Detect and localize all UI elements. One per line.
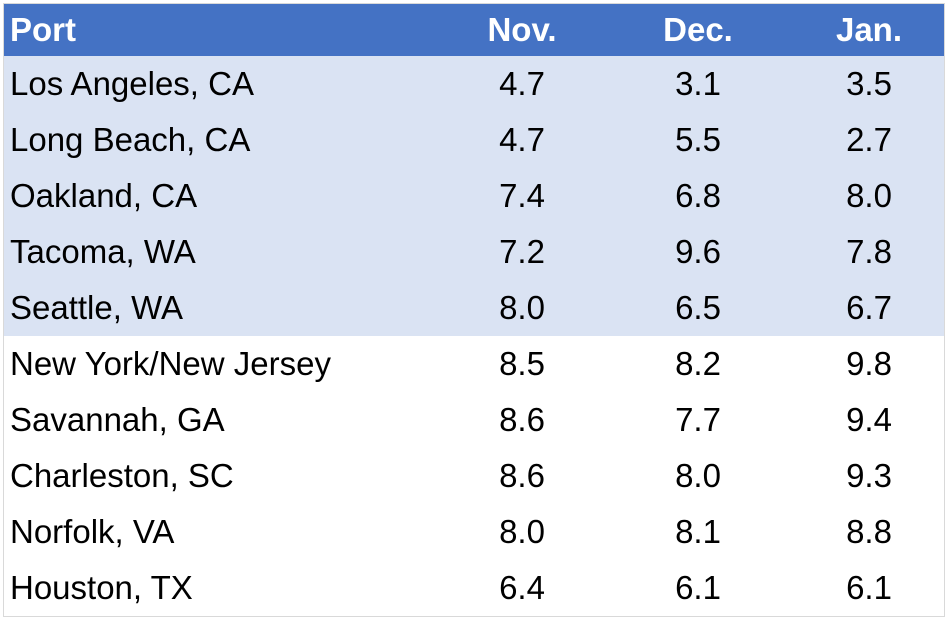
jan-value-cell: 6.7 (846, 289, 892, 326)
port-name-cell: Charleston, SC (10, 457, 234, 494)
dec-value-cell: 3.1 (675, 65, 721, 102)
jan-value-cell: 2.7 (846, 121, 892, 158)
column-header-nov: Nov. (487, 11, 557, 48)
jan-value-cell: 3.5 (846, 65, 892, 102)
table-row: Long Beach, CA 4.7 5.5 2.7 (4, 112, 944, 168)
jan-value-cell: 7.8 (846, 233, 892, 270)
nov-value-cell: 8.0 (499, 513, 545, 550)
table-row: Seattle, WA 8.0 6.5 6.7 (4, 280, 944, 336)
nov-value-cell: 6.4 (499, 569, 545, 606)
jan-value-cell: 8.0 (846, 177, 892, 214)
port-data-table: Port Nov. Dec. Jan. Los Angeles, CA 4.7 … (4, 4, 944, 616)
column-header-port: Port (10, 11, 76, 48)
nov-value-cell: 4.7 (499, 65, 545, 102)
nov-value-cell: 7.4 (499, 177, 545, 214)
dec-value-cell: 6.1 (675, 569, 721, 606)
nov-value-cell: 8.5 (499, 345, 545, 382)
port-name-cell: Long Beach, CA (10, 121, 251, 158)
header-row: Port Nov. Dec. Jan. (4, 4, 944, 56)
port-name-cell: Tacoma, WA (10, 233, 196, 270)
port-name-cell: Norfolk, VA (10, 513, 175, 550)
jan-value-cell: 8.8 (846, 513, 892, 550)
port-name-cell: New York/New Jersey (10, 345, 331, 382)
port-data-table-container: Port Nov. Dec. Jan. Los Angeles, CA 4.7 … (3, 3, 945, 617)
dec-value-cell: 8.1 (675, 513, 721, 550)
table-row: Oakland, CA 7.4 6.8 8.0 (4, 168, 944, 224)
port-name-cell: Houston, TX (10, 569, 193, 606)
port-name-cell: Los Angeles, CA (10, 65, 254, 102)
nov-value-cell: 4.7 (499, 121, 545, 158)
jan-value-cell: 9.8 (846, 345, 892, 382)
nov-value-cell: 8.6 (499, 457, 545, 494)
table-header: Port Nov. Dec. Jan. (4, 4, 944, 56)
dec-value-cell: 6.8 (675, 177, 721, 214)
table-row: Tacoma, WA 7.2 9.6 7.8 (4, 224, 944, 280)
port-name-cell: Seattle, WA (10, 289, 184, 326)
port-name-cell: Oakland, CA (10, 177, 198, 214)
port-name-cell: Savannah, GA (10, 401, 225, 438)
table-row: Norfolk, VA 8.0 8.1 8.8 (4, 504, 944, 560)
table-row: New York/New Jersey 8.5 8.2 9.8 (4, 336, 944, 392)
column-header-jan: Jan. (835, 11, 903, 48)
nov-value-cell: 8.0 (499, 289, 545, 326)
nov-value-cell: 7.2 (499, 233, 545, 270)
table-row: Charleston, SC 8.6 8.0 9.3 (4, 448, 944, 504)
table-row: Los Angeles, CA 4.7 3.1 3.5 (4, 56, 944, 112)
dec-value-cell: 8.2 (675, 345, 721, 382)
dec-value-cell: 6.5 (675, 289, 721, 326)
jan-value-cell: 9.3 (846, 457, 892, 494)
jan-value-cell: 6.1 (846, 569, 892, 606)
dec-value-cell: 5.5 (675, 121, 721, 158)
table-row: Houston, TX 6.4 6.1 6.1 (4, 560, 944, 616)
column-header-dec: Dec. (663, 11, 733, 48)
dec-value-cell: 9.6 (675, 233, 721, 270)
dec-value-cell: 7.7 (675, 401, 721, 438)
jan-value-cell: 9.4 (846, 401, 892, 438)
dec-value-cell: 8.0 (675, 457, 721, 494)
table-row: Savannah, GA 8.6 7.7 9.4 (4, 392, 944, 448)
nov-value-cell: 8.6 (499, 401, 545, 438)
table-body: Los Angeles, CA 4.7 3.1 3.5 Long Beach, … (4, 56, 944, 616)
